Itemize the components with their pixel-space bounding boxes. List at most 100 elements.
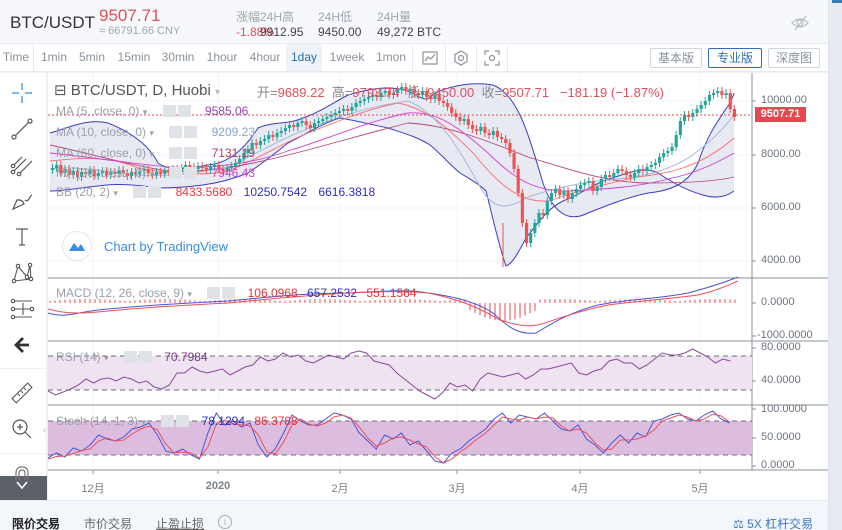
gear-icon[interactable]: [207, 287, 221, 299]
chevron-down-icon[interactable]: ▾: [149, 128, 154, 138]
legend-stoch[interactable]: Stoch (14, 1, 3) ▾ 78.1294 86.3788: [56, 414, 298, 428]
macd-axis-label: -1000.0000: [757, 329, 813, 341]
legend-rsi[interactable]: RSI (14) ▾ 70.7984: [56, 350, 208, 364]
gear-icon[interactable]: [123, 351, 137, 363]
settings-icon[interactable]: [451, 48, 471, 68]
price-axis-label: 6000.00: [761, 201, 801, 213]
chevron-down-icon[interactable]: ▾: [113, 188, 118, 198]
back-arrow-icon[interactable]: [8, 331, 36, 359]
leverage-trading-link[interactable]: ⚖ 5X 杠杆交易: [733, 515, 813, 530]
time-axis-label: 2020: [205, 480, 231, 492]
eye-off-icon[interactable]: [790, 13, 810, 33]
pair-name[interactable]: BTC/USDT: [10, 13, 95, 32]
zoom-in-icon[interactable]: [8, 415, 36, 443]
price-axis-label: 4000.00: [761, 254, 801, 266]
magnet-icon[interactable]: [8, 462, 36, 490]
stat-low: 24H低 9450.00: [318, 8, 361, 39]
indicator-name: BB (20, 2): [56, 185, 111, 199]
pro-version-button[interactable]: 专业版: [708, 48, 762, 68]
close-icon[interactable]: [184, 167, 198, 179]
change-value: −181.19 (−1.87%): [559, 85, 664, 100]
divider: [33, 44, 34, 71]
measure-icon[interactable]: [8, 295, 36, 323]
chevron-down-icon[interactable]: ▾: [149, 169, 154, 179]
tab-market-order[interactable]: 市价交易: [84, 517, 133, 530]
stat-label: 24H低: [318, 10, 353, 24]
legend-macd[interactable]: MACD (12, 26, close, 9) ▾ 106.0968 657.2…: [56, 286, 416, 300]
leverage-icon: ⚖: [733, 517, 744, 530]
close-icon[interactable]: [222, 287, 236, 299]
legend-ma10[interactable]: MA (10, close, 0) ▾ 9209.23: [56, 125, 255, 139]
indicator-icon[interactable]: [420, 48, 440, 68]
interval-1day[interactable]: 1day: [286, 44, 322, 71]
gear-icon[interactable]: [169, 167, 183, 179]
macd-hist-value: 106.0968: [247, 286, 298, 300]
gear-icon[interactable]: [169, 126, 183, 138]
interval-1week[interactable]: 1week: [329, 50, 365, 64]
ohlc-readout: 开=9689.22 高=9793.74 低=9450.00 收=9507.71 …: [257, 82, 664, 101]
tradingview-watermark[interactable]: Chart by TradingView: [62, 231, 228, 261]
legend-ma30[interactable]: MA (30, close, 0) ▾ 7946.43: [56, 166, 255, 180]
legend-bb[interactable]: BB (20, 2) ▾ 8433.5680 10250.7542 6616.3…: [56, 185, 375, 199]
trend-line-icon[interactable]: [8, 115, 36, 143]
ruler-icon[interactable]: [8, 379, 36, 407]
collapse-toolbar-button[interactable]: [0, 476, 47, 500]
screenshot-icon[interactable]: [482, 48, 502, 68]
text-icon[interactable]: [8, 223, 36, 251]
crosshair-icon[interactable]: [8, 79, 36, 107]
gear-icon[interactable]: [133, 186, 147, 198]
basic-version-button[interactable]: 基本版: [650, 48, 702, 68]
pattern-icon[interactable]: [8, 259, 36, 287]
last-price: 9507.71: [99, 6, 161, 25]
chevron-down-icon[interactable]: ▾: [187, 289, 192, 299]
depth-chart-button[interactable]: 深度图: [768, 48, 820, 68]
chevron-down-icon[interactable]: ▾: [141, 417, 146, 427]
stat-volume: 24H量 49,272 BTC: [377, 8, 441, 39]
close-icon[interactable]: [177, 105, 191, 117]
close-icon[interactable]: [148, 186, 162, 198]
close-icon[interactable]: [184, 126, 198, 138]
interval-1mon[interactable]: 1mon: [375, 50, 407, 64]
legend-ma5[interactable]: MA (5, close, 0) ▾ 9585.06: [56, 104, 248, 118]
indicator-value: 9585.06: [204, 104, 249, 118]
bb-basis-value: 8433.5680: [175, 185, 233, 199]
time-axis-label: 5月: [691, 483, 709, 495]
brush-icon[interactable]: [8, 187, 36, 215]
gear-icon[interactable]: [161, 415, 175, 427]
close-icon[interactable]: [138, 351, 152, 363]
tab-stop-order[interactable]: 止盈止损: [156, 517, 205, 530]
indicator-name: Stoch (14, 1, 3): [56, 414, 139, 428]
fib-icon[interactable]: [8, 151, 36, 179]
time-axis-label: 3月: [448, 483, 466, 495]
collapse-legend-icon[interactable]: ⊟: [54, 82, 67, 99]
cny-price: ≈ 66791.66 CNY: [99, 25, 181, 37]
close-icon[interactable]: [184, 147, 198, 159]
interval-1hour[interactable]: 1hour: [206, 50, 238, 64]
gear-icon[interactable]: [162, 105, 176, 117]
high-label: 高=: [331, 85, 353, 100]
stat-high: 24H高 9912.95: [260, 8, 303, 39]
bb-lower-value: 6616.3818: [318, 185, 376, 199]
stoch-d-value: 86.3788: [254, 414, 298, 428]
current-price-tag: 9507.71: [755, 107, 806, 122]
chevron-down-icon[interactable]: ▾: [142, 107, 148, 117]
close-icon[interactable]: [176, 415, 190, 427]
ticker-header: BTC/USDT 9507.71 ≈ 66791.66 CNY 涨幅 -1.88…: [0, 0, 828, 44]
interval-1min[interactable]: 1min: [40, 50, 67, 64]
stat-change: 涨幅 -1.88%: [236, 8, 274, 39]
interval-30min[interactable]: 30min: [161, 50, 195, 64]
chevron-down-icon[interactable]: ▾: [104, 353, 109, 363]
symbol-title[interactable]: ⊟ BTC/USDT, D, Huobi ▾: [54, 81, 220, 99]
chevron-down-icon[interactable]: ▾: [214, 87, 220, 98]
chart-area[interactable]: ⊟ BTC/USDT, D, Huobi ▾ 开=9689.22 高=9793.…: [48, 73, 828, 500]
gear-icon[interactable]: [169, 147, 183, 159]
legend-ma60[interactable]: MA (60, close, 0) ▾ 7131.19: [56, 146, 255, 160]
interval-15min[interactable]: 15min: [117, 50, 151, 64]
chevron-down-icon[interactable]: ▾: [149, 149, 154, 159]
tab-limit-order[interactable]: 限价交易: [12, 517, 61, 530]
interval-5min[interactable]: 5min: [78, 50, 105, 64]
collapse-arrow-icon[interactable]: ‹: [43, 425, 47, 436]
info-icon[interactable]: i: [218, 515, 232, 529]
right-scroll-rail[interactable]: [828, 0, 842, 530]
interval-4hour[interactable]: 4hour: [249, 50, 281, 64]
